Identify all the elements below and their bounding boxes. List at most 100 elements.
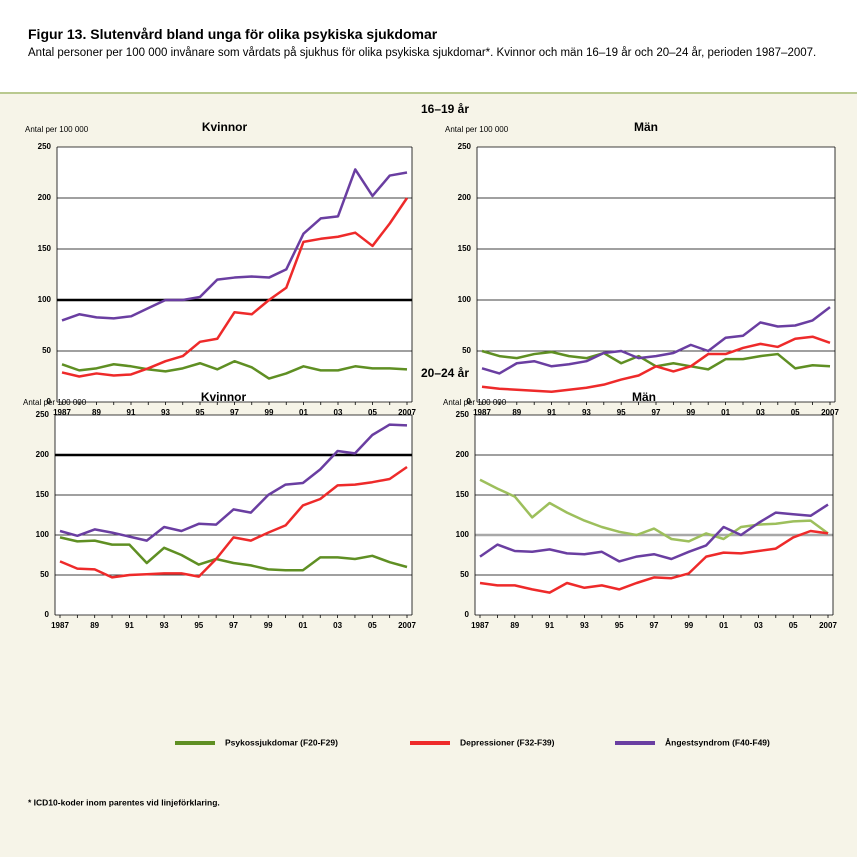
y-axis-label: Antal per 100 000 bbox=[445, 125, 509, 134]
x-tick-label: 97 bbox=[230, 408, 239, 417]
panel-title: Kvinnor bbox=[202, 120, 248, 134]
x-tick-label: 89 bbox=[510, 621, 519, 630]
x-tick-label: 03 bbox=[754, 621, 763, 630]
figure-title: Figur 13. Slutenvård bland unga för olik… bbox=[28, 26, 438, 42]
y-tick-label: 200 bbox=[38, 193, 52, 202]
x-tick-label: 93 bbox=[580, 621, 589, 630]
x-tick-label: 93 bbox=[161, 408, 170, 417]
x-tick-label: 2007 bbox=[821, 408, 839, 417]
x-tick-label: 97 bbox=[650, 621, 659, 630]
series-line bbox=[61, 359, 408, 380]
series-line bbox=[481, 306, 831, 375]
header: Figur 13. Slutenvård bland unga för olik… bbox=[28, 26, 853, 61]
y-tick-label: 0 bbox=[467, 397, 472, 406]
y-tick-label: 150 bbox=[38, 244, 52, 253]
x-tick-label: 95 bbox=[194, 621, 203, 630]
y-tick-label: 50 bbox=[462, 346, 471, 355]
x-tick-label: 89 bbox=[90, 621, 99, 630]
y-tick-label: 250 bbox=[38, 142, 52, 151]
x-tick-label: 03 bbox=[334, 408, 343, 417]
y-axis-label: Antal per 100 000 bbox=[23, 398, 87, 407]
y-axis-label: Antal per 100 000 bbox=[25, 125, 89, 134]
y-tick-label: 100 bbox=[36, 530, 50, 539]
series-line bbox=[59, 423, 408, 542]
y-tick-label: 100 bbox=[456, 530, 470, 539]
x-tick-label: 99 bbox=[686, 408, 695, 417]
x-tick-label: 95 bbox=[615, 621, 624, 630]
x-tick-label: 01 bbox=[719, 621, 728, 630]
y-tick-label: 50 bbox=[42, 346, 51, 355]
x-tick-label: 91 bbox=[125, 621, 134, 630]
y-tick-label: 250 bbox=[458, 142, 472, 151]
series-line bbox=[479, 529, 829, 594]
x-tick-label: 03 bbox=[756, 408, 765, 417]
x-tick-label: 03 bbox=[333, 621, 342, 630]
x-tick-label: 97 bbox=[652, 408, 661, 417]
x-tick-label: 95 bbox=[617, 408, 626, 417]
plot-area bbox=[477, 147, 835, 402]
x-tick-label: 05 bbox=[789, 621, 798, 630]
y-axis-label: Antal per 100 000 bbox=[443, 398, 507, 407]
footnote: * ICD10-koder inom parentes vid linjeför… bbox=[28, 797, 220, 807]
legend-label: Depressioner (F32-F39) bbox=[460, 737, 555, 747]
x-tick-label: 91 bbox=[547, 408, 556, 417]
series-line bbox=[61, 168, 408, 322]
x-tick-label: 05 bbox=[368, 408, 377, 417]
series-line bbox=[481, 335, 831, 394]
x-tick-label: 2007 bbox=[398, 408, 416, 417]
x-tick-label: 1987 bbox=[473, 408, 491, 417]
x-tick-label: 91 bbox=[545, 621, 554, 630]
x-tick-label: 97 bbox=[229, 621, 238, 630]
y-tick-label: 100 bbox=[458, 295, 472, 304]
y-tick-label: 0 bbox=[45, 610, 50, 619]
section-heading: 20–24 år bbox=[421, 366, 469, 380]
x-tick-label: 05 bbox=[791, 408, 800, 417]
x-tick-label: 2007 bbox=[398, 621, 416, 630]
plot-area bbox=[55, 415, 412, 615]
x-tick-label: 99 bbox=[265, 408, 274, 417]
x-tick-label: 05 bbox=[368, 621, 377, 630]
x-tick-label: 99 bbox=[264, 621, 273, 630]
x-tick-label: 89 bbox=[512, 408, 521, 417]
plot-area bbox=[57, 147, 412, 402]
y-tick-label: 250 bbox=[456, 410, 470, 419]
y-tick-label: 150 bbox=[458, 244, 472, 253]
x-tick-label: 89 bbox=[92, 408, 101, 417]
x-tick-label: 01 bbox=[721, 408, 730, 417]
x-tick-label: 01 bbox=[298, 621, 307, 630]
y-tick-label: 0 bbox=[465, 610, 470, 619]
x-tick-label: 1987 bbox=[51, 621, 69, 630]
x-tick-label: 95 bbox=[196, 408, 205, 417]
x-tick-label: 91 bbox=[127, 408, 136, 417]
series-line bbox=[59, 465, 408, 579]
series-line bbox=[479, 503, 829, 563]
y-tick-label: 50 bbox=[40, 570, 49, 579]
x-tick-label: 93 bbox=[582, 408, 591, 417]
panel-title: Kvinnor bbox=[201, 390, 247, 404]
x-tick-label: 2007 bbox=[819, 621, 837, 630]
x-tick-label: 01 bbox=[299, 408, 308, 417]
series-line bbox=[479, 478, 829, 543]
panel-title: Män bbox=[634, 120, 658, 134]
x-tick-label: 1987 bbox=[53, 408, 71, 417]
y-tick-label: 250 bbox=[36, 410, 50, 419]
legend-label: Psykossjukdomar (F20-F29) bbox=[225, 737, 338, 747]
series-line bbox=[59, 536, 408, 572]
y-tick-label: 200 bbox=[456, 450, 470, 459]
x-tick-label: 99 bbox=[684, 621, 693, 630]
legend-label: Ångestsyndrom (F40-F49) bbox=[665, 737, 770, 747]
y-tick-label: 150 bbox=[36, 490, 50, 499]
y-tick-label: 100 bbox=[38, 295, 52, 304]
series-line bbox=[61, 197, 409, 378]
panel-title: Män bbox=[632, 390, 656, 404]
x-tick-label: 93 bbox=[160, 621, 169, 630]
y-tick-label: 150 bbox=[456, 490, 470, 499]
figure-subtitle: Antal personer per 100 000 invånare som … bbox=[28, 47, 817, 59]
section-heading: 16–19 år bbox=[421, 102, 469, 116]
y-tick-label: 0 bbox=[47, 397, 52, 406]
y-tick-label: 200 bbox=[458, 193, 472, 202]
y-tick-label: 50 bbox=[460, 570, 469, 579]
x-tick-label: 1987 bbox=[471, 621, 489, 630]
